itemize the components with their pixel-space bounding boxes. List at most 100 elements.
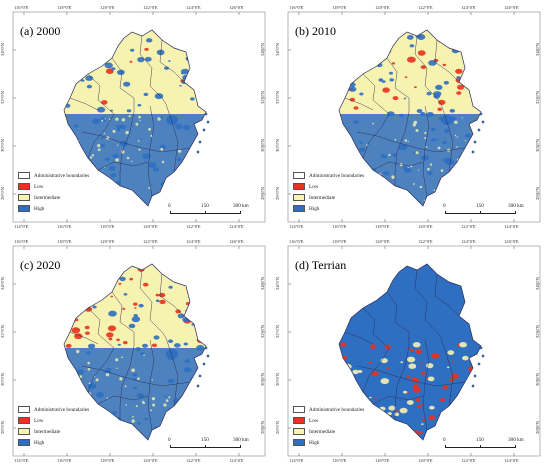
lon-tick-label-bottom: 118°0'E	[375, 224, 390, 229]
lon-tick-label-top: 120°0'E	[375, 239, 390, 244]
legend-item: Administrative boundaries	[293, 404, 364, 415]
lon-tick-label-bottom: 120°0'E	[418, 458, 433, 463]
admin-boundary	[139, 35, 167, 105]
map-svg	[287, 245, 541, 457]
island	[198, 140, 202, 144]
admin-boundary	[434, 273, 460, 317]
admin-boundary	[362, 113, 390, 159]
lon-tick-label-top: 118°0'E	[57, 5, 72, 10]
island	[471, 150, 475, 154]
lat-tick-label-left: 32°0'N	[0, 325, 5, 338]
legend-item: High	[293, 203, 364, 214]
island	[202, 128, 206, 132]
legend-label: Low	[34, 417, 44, 424]
legend-item: High	[18, 437, 89, 448]
legend-swatch	[293, 205, 305, 212]
admin-boundary	[372, 161, 424, 171]
island	[202, 362, 206, 366]
panel-title: (a) 2000	[20, 24, 61, 38]
lon-tick-label-bottom: 122°0'E	[186, 458, 201, 463]
lon-tick-label-bottom: 120°0'E	[143, 458, 158, 463]
legend-label: Intermediate	[34, 428, 61, 435]
island	[196, 384, 200, 388]
lon-tick-label-bottom: 122°0'E	[461, 224, 476, 229]
lon-tick-label-top: 120°0'E	[375, 5, 390, 10]
scale-label: 150	[476, 437, 484, 443]
lon-tick-label-bottom: 118°0'E	[100, 458, 115, 463]
lat-tick-label-right: 30°0'N	[259, 373, 265, 386]
lon-tick-label-bottom: 120°0'E	[418, 224, 433, 229]
region-fill	[339, 264, 481, 440]
lon-tick-label-bottom: 118°0'E	[100, 224, 115, 229]
lon-tick-label-bottom: 114°0'E	[14, 458, 29, 463]
admin-boundary	[434, 39, 460, 83]
legend-label: High	[309, 205, 320, 212]
lat-tick-label-right: 28°0'N	[259, 421, 265, 434]
admin-boundary	[362, 307, 390, 349]
lat-tick-label-left: 32°0'N	[274, 91, 280, 104]
panel-title: (b) 2010	[295, 24, 336, 38]
island	[479, 112, 483, 116]
lon-tick-label-top: 122°0'E	[143, 239, 158, 244]
admin-boundary	[159, 273, 185, 317]
island	[477, 362, 481, 366]
scale-label: 300 km	[233, 203, 249, 209]
lon-tick-label-top: 126°0'E	[229, 5, 244, 10]
lat-tick-label-left: 28°0'N	[0, 421, 5, 434]
island	[198, 374, 202, 378]
lat-tick-label-left: 32°0'N	[0, 91, 5, 104]
scale-label: 0	[443, 203, 446, 209]
admin-boundary	[362, 73, 390, 115]
lon-tick-label-top: 124°0'E	[461, 5, 476, 10]
lon-tick-label-bottom: 124°0'E	[504, 458, 519, 463]
legend-label: Intermediate	[309, 428, 336, 435]
lat-tick-label-left: 34°0'N	[0, 277, 5, 290]
admin-boundary	[165, 103, 179, 173]
island	[473, 140, 477, 144]
admin-boundary	[394, 111, 410, 186]
island	[196, 150, 200, 154]
legend-swatch	[293, 172, 305, 179]
lon-tick-label-top: 116°0'E	[14, 239, 29, 244]
admin-boundary	[87, 307, 115, 349]
legend-item: High	[293, 437, 364, 448]
lat-tick-label-right: 34°0'N	[534, 277, 540, 290]
map-legend: Administrative boundaries Low Intermediate…	[293, 404, 364, 448]
lon-tick-label-bottom: 116°0'E	[57, 458, 72, 463]
lon-tick-label-bottom: 120°0'E	[143, 224, 158, 229]
lon-tick-label-top: 116°0'E	[289, 239, 304, 244]
map-svg	[12, 245, 266, 457]
lon-tick-label-top: 124°0'E	[461, 239, 476, 244]
region-outline	[338, 29, 482, 207]
lon-tick-label-bottom: 124°0'E	[504, 224, 519, 229]
lon-tick-label-top: 122°0'E	[418, 5, 433, 10]
lon-tick-label-bottom: 116°0'E	[332, 458, 347, 463]
lon-tick-label-bottom: 114°0'E	[14, 224, 29, 229]
lat-tick-label-right: 32°0'N	[259, 325, 265, 338]
legend-label: High	[34, 439, 45, 446]
lat-tick-label-right: 30°0'N	[259, 139, 265, 152]
admin-boundary	[422, 105, 430, 197]
legend-swatch	[18, 205, 30, 212]
map-panel-d: (d) Terrian 116°0'E 118°0'E 120°0'E 122°0'E 1…	[275, 236, 548, 467]
scale-bar: 0 150 300 km	[440, 203, 550, 223]
legend-item: Administrative boundaries	[293, 170, 364, 181]
island	[471, 384, 475, 388]
scale-label: 150	[201, 203, 209, 209]
map-panel-b: (b) 2010 116°0'E 118°0'E 120°0'E 122°0'E 124°…	[274, 2, 550, 233]
scale-label: 0	[443, 437, 446, 443]
island	[481, 354, 485, 358]
lat-tick-label-left: 28°0'N	[274, 187, 280, 200]
admin-boundary	[372, 395, 424, 405]
legend-item: Intermediate	[18, 426, 89, 437]
lat-tick-label-right: 30°0'N	[534, 139, 540, 152]
lon-tick-label-bottom: 114°0'E	[289, 224, 304, 229]
scale-label: 150	[476, 203, 484, 209]
lat-tick-label-right: 30°0'N	[534, 373, 540, 386]
scale-label: 0	[168, 437, 171, 443]
map-svg	[12, 11, 266, 223]
lat-tick-label-left: 34°0'N	[0, 43, 5, 56]
legend-item: Administrative boundaries	[18, 170, 89, 181]
admin-boundary	[344, 97, 374, 111]
legend-swatch	[293, 406, 305, 413]
